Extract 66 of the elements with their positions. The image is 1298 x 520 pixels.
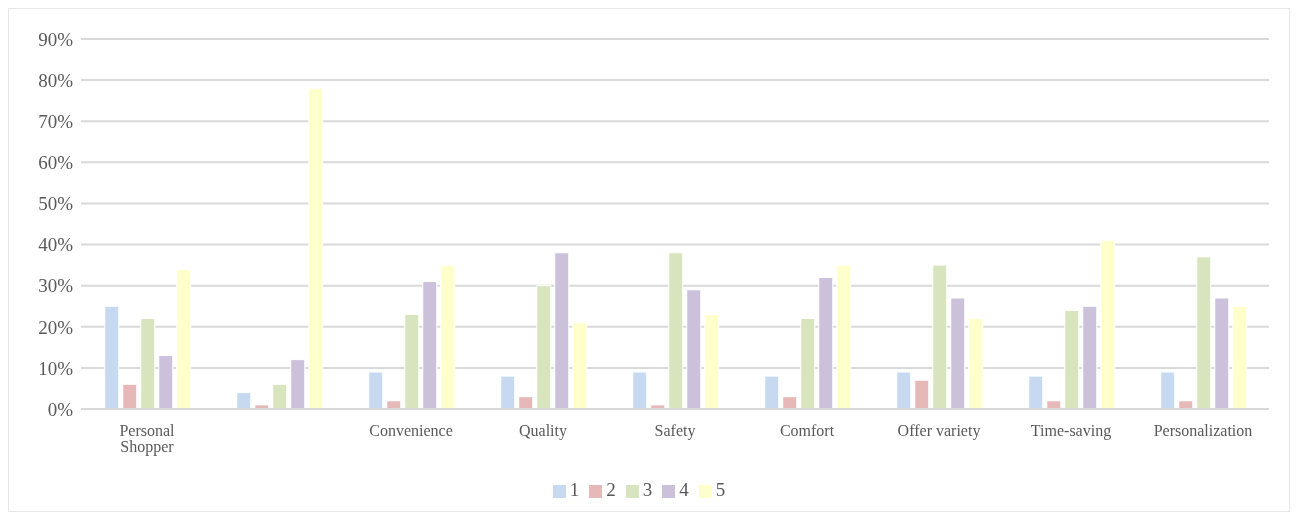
bar	[272, 383, 288, 409]
x-tick-label: Quality	[519, 422, 567, 441]
bar	[158, 355, 174, 409]
bar	[104, 305, 120, 409]
bar	[554, 252, 570, 409]
x-tick-label: Comfort	[779, 422, 835, 440]
bar	[1064, 309, 1080, 409]
y-tick-label: 30%	[38, 275, 74, 297]
bar	[836, 264, 852, 409]
bar	[368, 371, 384, 409]
legend-label: 4	[679, 479, 689, 500]
x-tick-label: Personal Shopper	[119, 422, 176, 457]
x-tick-label: Offer variety	[897, 422, 981, 441]
bar	[1214, 297, 1230, 409]
bar	[500, 375, 516, 409]
x-tick-label: Personalization	[1153, 422, 1253, 440]
x-tick-label: Safety	[654, 422, 696, 441]
bar	[536, 285, 552, 409]
bar	[1160, 371, 1176, 409]
bar	[632, 371, 648, 409]
bar	[782, 396, 798, 409]
bar	[140, 318, 156, 409]
legend-label: 1	[569, 479, 580, 500]
bar	[236, 392, 252, 409]
y-tick-label: 80%	[38, 69, 74, 91]
legend-label: 2	[606, 479, 616, 500]
bar	[896, 371, 912, 409]
bar	[818, 276, 834, 409]
bar	[572, 322, 588, 409]
bar	[1178, 400, 1194, 409]
bar	[308, 87, 324, 409]
bar	[932, 264, 948, 409]
bar	[968, 318, 984, 409]
bar	[1196, 256, 1212, 409]
bar	[290, 359, 306, 409]
y-tick-label: 50%	[38, 193, 74, 215]
bar	[950, 297, 966, 409]
x-tick-label: Time-saving	[1030, 422, 1112, 441]
bar	[1028, 375, 1044, 409]
y-tick-label: 60%	[38, 152, 74, 174]
bar	[668, 252, 684, 409]
legend-label: 3	[642, 479, 653, 500]
bar	[122, 383, 138, 409]
y-tick-label: 0%	[47, 398, 74, 420]
bar	[800, 318, 816, 409]
bar	[1100, 239, 1116, 409]
bar	[422, 281, 438, 409]
y-tick-label: 40%	[38, 234, 74, 256]
bar	[1046, 400, 1062, 409]
y-tick-label: 20%	[38, 316, 74, 338]
y-tick-label: 70%	[38, 110, 74, 132]
bar	[704, 313, 720, 409]
bar	[386, 400, 402, 409]
y-tick-label: 10%	[38, 357, 74, 379]
bar	[914, 379, 930, 409]
bar	[518, 396, 534, 409]
bar	[764, 375, 780, 409]
bar	[440, 264, 456, 409]
bar	[1082, 305, 1098, 409]
bar	[686, 289, 702, 409]
y-tick-label: 90%	[38, 28, 74, 50]
bar	[176, 268, 192, 409]
bar	[1232, 305, 1248, 409]
x-tick-label: Convenience	[369, 422, 453, 440]
bar	[404, 313, 420, 409]
legend-label: 5	[715, 479, 726, 500]
